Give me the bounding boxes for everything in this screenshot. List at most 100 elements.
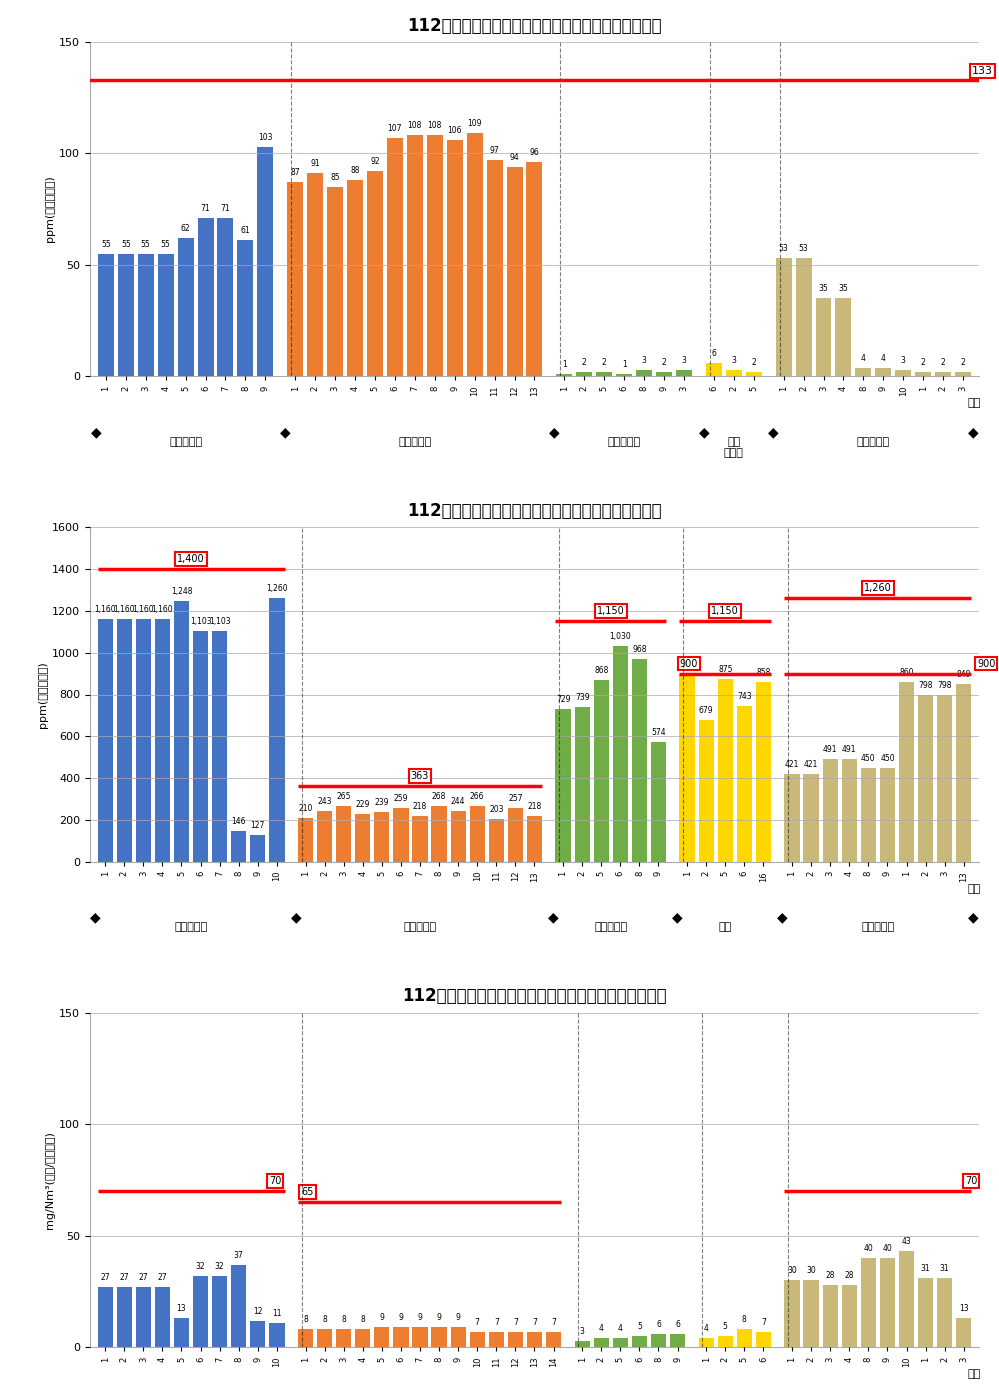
- Bar: [576, 372, 592, 376]
- Bar: [250, 835, 266, 863]
- Text: ◆: ◆: [968, 911, 979, 925]
- Text: 4: 4: [703, 1324, 708, 1333]
- Bar: [795, 258, 811, 376]
- Text: 32: 32: [196, 1261, 206, 1271]
- Bar: [555, 710, 570, 863]
- Bar: [803, 774, 819, 863]
- Bar: [136, 1288, 151, 1347]
- Bar: [670, 1333, 685, 1347]
- Text: 尖山發電廠: 尖山發電廠: [399, 436, 432, 447]
- Text: ◆: ◆: [777, 911, 788, 925]
- Text: 450: 450: [861, 754, 876, 763]
- Bar: [174, 601, 189, 863]
- Text: 6: 6: [675, 1320, 680, 1329]
- Text: 塔山發電廠: 塔山發電廠: [175, 922, 208, 932]
- Text: 9: 9: [456, 1313, 461, 1322]
- Bar: [784, 1281, 799, 1347]
- Bar: [717, 1336, 733, 1347]
- Text: 103: 103: [258, 132, 273, 142]
- Text: 1,150: 1,150: [597, 606, 624, 617]
- Text: 108: 108: [428, 121, 442, 131]
- Bar: [593, 1339, 608, 1347]
- Text: 53: 53: [779, 244, 788, 253]
- Text: 1,160: 1,160: [152, 606, 173, 614]
- Bar: [355, 1329, 371, 1347]
- Bar: [899, 1251, 914, 1347]
- Text: 239: 239: [375, 797, 389, 807]
- Bar: [706, 363, 722, 376]
- Bar: [815, 299, 831, 376]
- Text: 729: 729: [555, 696, 570, 704]
- Bar: [616, 374, 632, 376]
- Bar: [574, 707, 589, 863]
- Bar: [413, 1328, 428, 1347]
- Bar: [158, 254, 174, 376]
- Text: 94: 94: [509, 153, 519, 161]
- Text: 1,150: 1,150: [711, 606, 739, 617]
- Text: 1: 1: [562, 360, 566, 369]
- Text: 9: 9: [418, 1313, 423, 1322]
- Text: 2: 2: [661, 358, 666, 367]
- Bar: [212, 631, 228, 863]
- Bar: [918, 694, 933, 863]
- Bar: [717, 679, 733, 863]
- Text: 421: 421: [804, 760, 818, 768]
- Bar: [489, 820, 503, 863]
- Text: 11: 11: [272, 1308, 282, 1318]
- Bar: [447, 140, 463, 376]
- Text: 421: 421: [785, 760, 799, 768]
- Text: 574: 574: [651, 728, 665, 736]
- Bar: [556, 374, 572, 376]
- Text: 3: 3: [641, 356, 646, 365]
- Text: 28: 28: [825, 1271, 835, 1279]
- Text: 40: 40: [882, 1245, 892, 1253]
- Text: 7: 7: [494, 1318, 499, 1326]
- Bar: [487, 160, 502, 376]
- Text: 2: 2: [601, 358, 606, 367]
- Text: 綠島發電廠: 綠島發電廠: [607, 436, 640, 447]
- Text: 塔山發電廠: 塔山發電廠: [169, 436, 202, 447]
- Bar: [507, 1332, 523, 1347]
- Text: 61: 61: [241, 226, 250, 235]
- Text: 2: 2: [751, 358, 756, 367]
- Bar: [193, 631, 208, 863]
- Text: 7: 7: [475, 1318, 480, 1326]
- Bar: [631, 1336, 647, 1347]
- Bar: [935, 372, 951, 376]
- Bar: [835, 299, 851, 376]
- Bar: [155, 1288, 170, 1347]
- Bar: [956, 685, 971, 863]
- Text: ◆: ◆: [90, 911, 101, 925]
- Bar: [174, 1318, 189, 1347]
- Text: 4: 4: [618, 1324, 622, 1333]
- Bar: [270, 599, 285, 863]
- Bar: [756, 682, 771, 863]
- Bar: [117, 619, 132, 863]
- Text: 265: 265: [337, 792, 351, 801]
- Text: 900: 900: [977, 658, 995, 668]
- Bar: [506, 167, 522, 376]
- Text: 62: 62: [181, 224, 191, 233]
- Bar: [432, 1328, 447, 1347]
- Text: 679: 679: [699, 706, 713, 715]
- Bar: [955, 372, 971, 376]
- Text: 8: 8: [361, 1315, 365, 1325]
- Text: 244: 244: [451, 797, 466, 806]
- Bar: [298, 818, 313, 863]
- Bar: [915, 372, 931, 376]
- Bar: [394, 807, 409, 863]
- Text: 機組: 機組: [968, 883, 981, 893]
- Bar: [679, 674, 694, 863]
- Text: 4: 4: [881, 354, 886, 363]
- Text: 798: 798: [918, 681, 933, 690]
- Bar: [596, 372, 612, 376]
- Text: 蘭嶼: 蘭嶼: [718, 922, 732, 932]
- Text: 1: 1: [621, 360, 626, 369]
- Bar: [347, 181, 363, 376]
- Text: 13: 13: [959, 1304, 969, 1313]
- Text: 133: 133: [972, 67, 993, 76]
- Bar: [899, 682, 914, 863]
- Text: 35: 35: [818, 285, 828, 293]
- Bar: [507, 808, 523, 863]
- Bar: [736, 707, 752, 863]
